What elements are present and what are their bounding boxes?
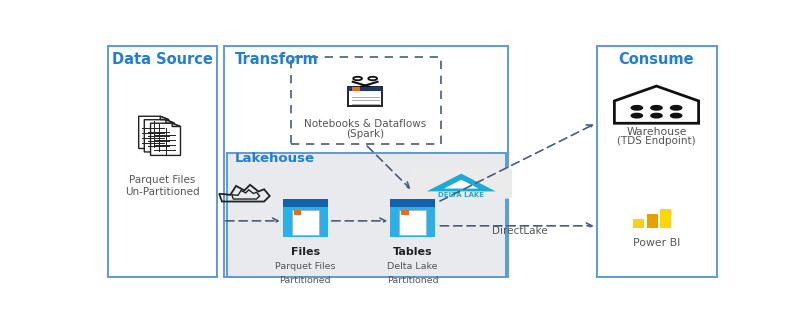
Text: Delta Lake: Delta Lake: [387, 262, 438, 271]
Bar: [291, 57, 440, 144]
Text: Notebooks & Dataflows: Notebooks & Dataflows: [304, 119, 427, 129]
Bar: [633, 219, 644, 228]
Bar: [399, 210, 426, 235]
Bar: [660, 209, 671, 228]
Text: Partitioned: Partitioned: [386, 276, 439, 285]
Bar: [352, 87, 360, 91]
Bar: [224, 46, 508, 277]
Bar: [390, 199, 435, 207]
Polygon shape: [151, 123, 180, 156]
Circle shape: [671, 113, 682, 118]
Bar: [597, 46, 717, 277]
Circle shape: [651, 113, 663, 118]
Bar: [646, 214, 658, 228]
Text: Power BI: Power BI: [633, 238, 680, 248]
Text: DirectLake: DirectLake: [492, 226, 547, 236]
Polygon shape: [138, 116, 168, 148]
Polygon shape: [144, 120, 174, 152]
Polygon shape: [444, 180, 478, 189]
Bar: [291, 210, 319, 235]
Text: Tables: Tables: [393, 247, 432, 257]
Text: Data Source: Data Source: [112, 52, 213, 67]
Polygon shape: [160, 116, 168, 119]
Circle shape: [631, 106, 642, 110]
Text: Transform: Transform: [235, 52, 319, 67]
Bar: [348, 87, 382, 91]
Text: (Spark): (Spark): [346, 129, 384, 139]
Polygon shape: [172, 123, 180, 127]
Text: (TDS Endpoint): (TDS Endpoint): [617, 136, 696, 146]
Bar: [283, 199, 328, 237]
Text: Files: Files: [291, 247, 320, 257]
FancyBboxPatch shape: [411, 168, 512, 199]
Polygon shape: [614, 86, 699, 123]
Text: Parquet Files
Un-Partitioned: Parquet Files Un-Partitioned: [125, 175, 200, 197]
Polygon shape: [427, 174, 496, 191]
Text: Lakehouse: Lakehouse: [235, 152, 315, 166]
Circle shape: [671, 106, 682, 110]
Circle shape: [631, 113, 642, 118]
Bar: [294, 210, 302, 215]
Bar: [348, 87, 382, 106]
Bar: [227, 153, 506, 277]
Text: DELTA LAKE: DELTA LAKE: [438, 193, 485, 198]
Bar: [390, 199, 435, 237]
Text: Partitioned: Partitioned: [279, 276, 331, 285]
Text: Parquet Files: Parquet Files: [275, 262, 336, 271]
Circle shape: [651, 106, 663, 110]
Text: Warehouse: Warehouse: [626, 127, 687, 137]
Bar: [401, 210, 409, 215]
Text: Consume: Consume: [619, 52, 694, 67]
Bar: [108, 46, 217, 277]
Polygon shape: [166, 120, 174, 123]
Bar: [283, 199, 328, 207]
